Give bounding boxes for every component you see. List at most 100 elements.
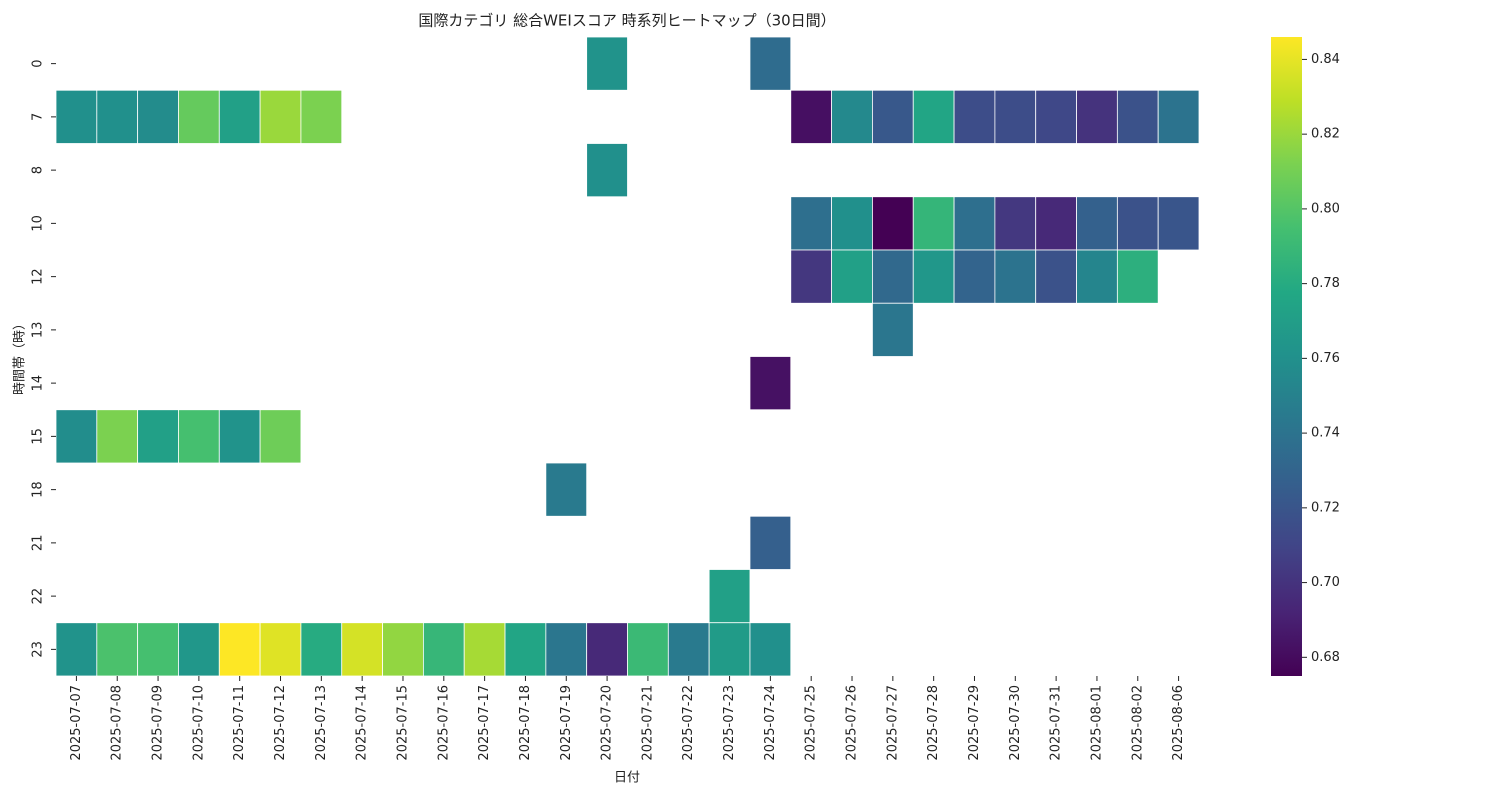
x-tick-label: 2025-07-20 [600, 685, 615, 761]
y-axis-label: 時間帯（時） [13, 317, 28, 395]
y-tick-label: 8 [31, 166, 46, 174]
heatmap-cell [586, 622, 628, 677]
heatmap-cell [341, 622, 383, 677]
heatmap-cell [218, 622, 261, 677]
heatmap-cell [218, 409, 261, 464]
heatmap-cell [1035, 89, 1077, 144]
heatmap-cell [1076, 89, 1118, 144]
heatmap-cell [259, 89, 302, 144]
heatmap-cell [831, 89, 873, 144]
y-tick-label: 10 [31, 215, 46, 232]
heatmap-cell [137, 622, 179, 677]
heatmap-cell [790, 196, 833, 251]
heatmap-cell [708, 569, 751, 624]
y-tick-label: 18 [31, 481, 46, 498]
y-tick-label: 23 [31, 641, 46, 658]
heatmap-cell [178, 622, 220, 677]
heatmap-cell [749, 356, 792, 411]
x-tick-label: 2025-07-19 [559, 685, 574, 761]
heatmap-cell [300, 89, 343, 144]
heatmap-cell [504, 622, 547, 677]
y-tick-label: 21 [31, 535, 46, 552]
x-tick-label: 2025-07-29 [967, 685, 982, 761]
heatmap-cell [994, 89, 1037, 144]
y-tick-label: 0 [31, 59, 46, 67]
heatmap-cell [667, 622, 710, 677]
x-tick-label: 2025-07-24 [763, 685, 778, 761]
heatmap-cell [831, 249, 873, 304]
heatmap-cell [1035, 196, 1077, 251]
heatmap-cell [1116, 249, 1159, 304]
heatmap-cell [953, 249, 996, 304]
heatmap-cell [912, 249, 955, 304]
heatmap-cell [463, 622, 506, 677]
x-tick-label: 2025-07-13 [314, 685, 329, 761]
x-tick-label: 2025-07-25 [804, 685, 819, 761]
heatmap-cell [790, 89, 833, 144]
colorbar-tick-label: 0.82 [1311, 127, 1340, 142]
heatmap-cell [994, 249, 1037, 304]
x-tick-label: 2025-07-09 [151, 685, 166, 761]
heatmap-cell [1157, 196, 1200, 251]
x-tick-label: 2025-07-18 [518, 685, 533, 761]
heatmap-cell [953, 89, 996, 144]
heatmap-cell [96, 409, 139, 464]
x-tick-label: 2025-08-02 [1130, 685, 1145, 761]
heatmap-cell [1076, 196, 1118, 251]
colorbar-tick-label: 0.72 [1311, 500, 1340, 515]
heatmap-cell [259, 409, 302, 464]
heatmap-cell [912, 89, 955, 144]
heatmap-cell [586, 143, 628, 198]
heatmap-cell [137, 89, 179, 144]
x-tick-label: 2025-08-01 [1089, 685, 1104, 761]
x-tick-label: 2025-07-16 [436, 685, 451, 761]
x-tick-label: 2025-07-15 [395, 685, 410, 761]
heatmap-cell [1076, 249, 1118, 304]
heatmap-cell [953, 196, 996, 251]
x-tick-label: 2025-07-31 [1049, 685, 1064, 761]
heatmap-cell [790, 249, 833, 304]
x-tick-label: 2025-08-06 [1171, 685, 1186, 761]
heatmap-cell [178, 409, 220, 464]
heatmap-cell [872, 89, 914, 144]
heatmap-cell [872, 196, 914, 251]
colorbar-tick-label: 0.78 [1311, 276, 1340, 291]
heatmap-cell [55, 89, 98, 144]
heatmap-cell [749, 622, 792, 677]
x-tick-label: 2025-07-30 [1008, 685, 1023, 761]
x-tick-label: 2025-07-23 [722, 685, 737, 761]
y-tick-label: 22 [31, 588, 46, 605]
heatmap-cell [872, 249, 914, 304]
heatmap-cell [1035, 249, 1077, 304]
x-tick-label: 2025-07-26 [845, 685, 860, 761]
heatmap-cell [545, 462, 588, 517]
heatmap-cell [55, 622, 98, 677]
heatmap-cell [749, 515, 792, 570]
y-tick-label: 15 [31, 428, 46, 445]
heatmap-cell [178, 89, 220, 144]
x-tick-label: 2025-07-08 [110, 685, 125, 761]
colorbar-tick-label: 0.84 [1311, 52, 1340, 67]
x-tick-label: 2025-07-21 [640, 685, 655, 761]
heatmap-cell [1157, 89, 1200, 144]
heatmap-cell [382, 622, 424, 677]
x-tick-label: 2025-07-28 [926, 685, 941, 761]
x-tick-label: 2025-07-22 [681, 685, 696, 761]
heatmap-cell [749, 36, 792, 91]
heatmap-cell [55, 409, 98, 464]
heatmap-cell [586, 36, 628, 91]
x-tick-label: 2025-07-27 [885, 685, 900, 761]
colorbar-tick-label: 0.80 [1311, 201, 1340, 216]
y-tick-label: 12 [31, 268, 46, 285]
y-tick-label: 14 [31, 375, 46, 392]
heatmap-cell [831, 196, 873, 251]
heatmap-cell [422, 622, 465, 677]
heatmap-cell [137, 409, 179, 464]
heatmap-cell [708, 622, 751, 677]
heatmap-cell [218, 89, 261, 144]
x-tick-label: 2025-07-10 [191, 685, 206, 761]
x-tick-label: 2025-07-11 [232, 685, 247, 761]
heatmap-cell [872, 302, 914, 357]
heatmap-cell [1116, 196, 1159, 251]
